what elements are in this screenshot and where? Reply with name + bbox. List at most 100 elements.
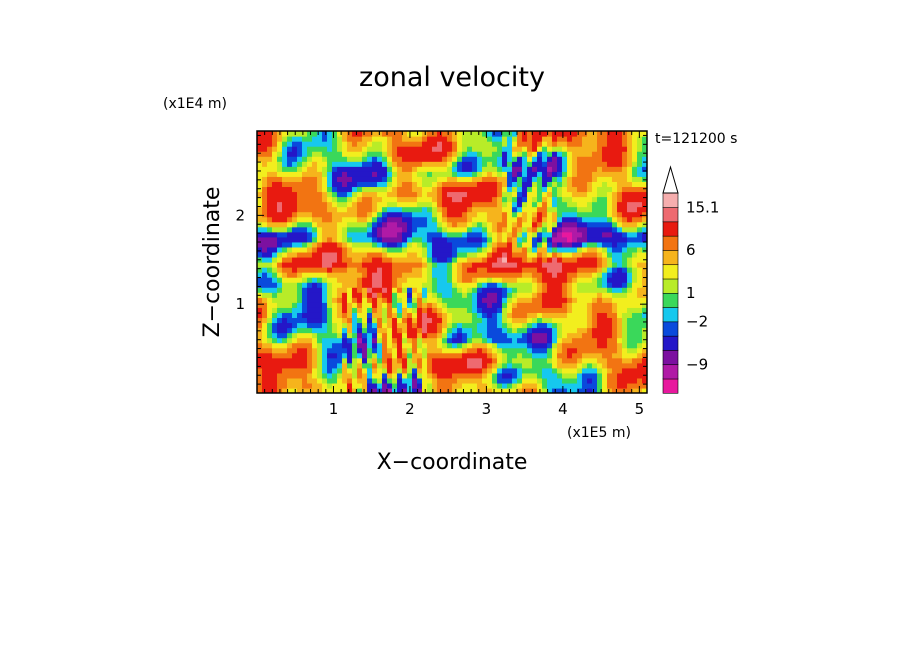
field-cell (537, 161, 543, 167)
field-cell (362, 246, 368, 253)
field-cell (437, 131, 443, 137)
field-cell (332, 352, 338, 359)
field-cell (302, 201, 308, 208)
field-cell (612, 171, 618, 177)
field-cell (512, 272, 518, 278)
field-cell (412, 206, 418, 213)
field-cell (257, 181, 263, 188)
field-cell (637, 206, 643, 213)
field-cell (467, 327, 473, 334)
field-cell (567, 216, 573, 223)
field-cell (267, 216, 273, 223)
colorbar-segment (662, 378, 679, 394)
field-cell (612, 166, 618, 172)
field-cell (462, 221, 468, 228)
field-cell (267, 282, 273, 288)
field-cell (352, 357, 358, 364)
field-cell (307, 387, 313, 393)
field-cell (442, 302, 448, 308)
field-cell (397, 251, 403, 258)
field-cell (307, 352, 313, 359)
field-cell (277, 166, 283, 172)
field-cell (362, 277, 368, 283)
field-cell (577, 256, 583, 263)
field-cell (632, 302, 638, 308)
field-cell (472, 146, 478, 152)
field-cell (442, 367, 448, 374)
field-cell (582, 282, 588, 288)
field-cell (307, 287, 313, 293)
field-cell (522, 141, 528, 147)
field-cell (427, 176, 433, 182)
field-cell (512, 312, 518, 319)
field-cell (507, 367, 513, 374)
field-cell (637, 171, 643, 177)
field-cell (422, 246, 428, 253)
field-cell (582, 337, 588, 344)
field-cell (427, 231, 433, 238)
field-cell (572, 327, 578, 334)
field-cell (347, 181, 353, 188)
field-cell (617, 246, 623, 253)
field-cell (542, 317, 548, 324)
field-cell (512, 226, 518, 233)
field-cell (567, 337, 573, 344)
field-cell (352, 302, 358, 308)
field-cell (622, 377, 628, 384)
field-cell (367, 317, 373, 324)
field-cell (482, 387, 488, 393)
field-cell (367, 267, 373, 273)
field-cell (442, 372, 448, 379)
field-cell (412, 307, 418, 313)
field-cell (622, 367, 628, 374)
field-cell (607, 191, 613, 198)
field-cell (587, 297, 593, 303)
field-cell (292, 342, 298, 349)
field-cell (507, 272, 513, 278)
field-cell (577, 292, 583, 298)
field-cell (382, 161, 388, 167)
colorbar-segment (662, 278, 679, 294)
field-cell (297, 211, 303, 218)
field-cell (282, 312, 288, 319)
field-cell (487, 302, 493, 308)
field-cell (457, 262, 463, 268)
field-cell (332, 251, 338, 258)
field-cell (387, 322, 393, 329)
field-cell (632, 267, 638, 273)
field-cell (577, 372, 583, 379)
field-cell (412, 282, 418, 288)
field-cell (422, 216, 428, 223)
field-cell (442, 131, 448, 137)
field-cell (447, 372, 453, 379)
field-cell (487, 181, 493, 188)
field-cell (487, 231, 493, 238)
field-cell (402, 206, 408, 213)
field-cell (437, 372, 443, 379)
field-cell (322, 287, 328, 293)
field-cell (542, 156, 548, 162)
field-cell (617, 231, 623, 238)
field-cell (337, 342, 343, 349)
field-cell (552, 191, 558, 198)
field-cell (427, 357, 433, 364)
field-cell (312, 322, 318, 329)
field-cell (322, 156, 328, 162)
field-cell (407, 246, 413, 253)
field-cell (372, 287, 378, 293)
field-cell (517, 342, 523, 349)
field-cell (467, 317, 473, 324)
field-cell (447, 206, 453, 213)
field-cell (357, 322, 363, 329)
field-cell (607, 176, 613, 182)
field-cell (287, 277, 293, 283)
field-cell (577, 297, 583, 303)
field-cell (382, 342, 388, 349)
field-cell (642, 312, 647, 319)
field-cell (502, 156, 508, 162)
field-cell (392, 357, 398, 364)
field-cell (507, 352, 513, 359)
field-cell (322, 292, 328, 298)
field-cell (517, 307, 523, 313)
field-cell (547, 226, 553, 233)
